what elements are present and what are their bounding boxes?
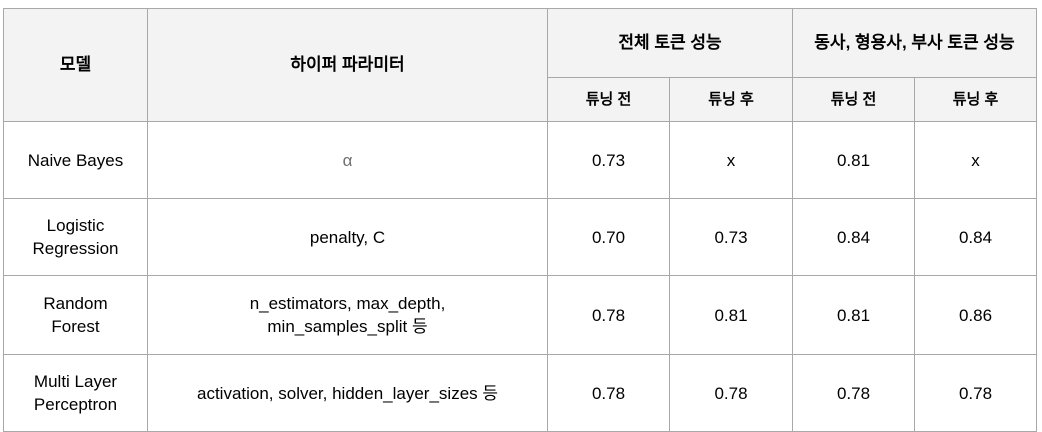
cell-pos-before: 0.81 (792, 275, 915, 355)
cell-pos-before: 0.84 (792, 198, 915, 276)
cell-hyperparams: penalty, C (147, 198, 548, 276)
cell-pos-before: 0.81 (792, 121, 915, 199)
header-row-sub: 튜닝 전 튜닝 후 튜닝 전 튜닝 후 (4, 77, 1037, 122)
header-group-pos-tokens: 동사, 형용사, 부사 토큰 성능 (792, 8, 1037, 78)
cell-all-before: 0.78 (547, 275, 670, 355)
cell-hyperparams: n_estimators, max_depth, min_samples_spl… (147, 275, 548, 355)
cell-model: Naive Bayes (3, 121, 148, 199)
cell-all-after: x (669, 121, 793, 199)
cell-pos-after: 0.86 (914, 275, 1037, 355)
cell-all-before: 0.73 (547, 121, 670, 199)
table-row: Logistic Regression penalty, C 0.70 0.73… (3, 198, 1037, 276)
cell-pos-after: x (914, 121, 1037, 199)
cell-model: Multi Layer Perceptron (3, 354, 148, 432)
header-pos-after: 튜닝 후 (914, 77, 1037, 122)
header-hyperparams: 하이퍼 파라미터 (147, 8, 548, 122)
cell-all-after: 0.73 (669, 198, 793, 276)
cell-pos-after: 0.78 (914, 354, 1037, 432)
table-row: Multi Layer Perceptron activation, solve… (3, 354, 1037, 432)
header-group-all-tokens: 전체 토큰 성능 (547, 8, 793, 78)
cell-hyperparams: activation, solver, hidden_layer_sizes 등 (147, 354, 548, 432)
cell-all-before: 0.70 (547, 198, 670, 276)
cell-model: Random Forest (3, 275, 148, 355)
cell-all-before: 0.78 (547, 354, 670, 432)
header-all-after: 튜닝 후 (669, 77, 793, 122)
cell-pos-before: 0.78 (792, 354, 915, 432)
table-row: Random Forest n_estimators, max_depth, m… (3, 275, 1037, 355)
table-row: Naive Bayes α 0.73 x 0.81 x (3, 121, 1037, 199)
header-row-top: 모델 하이퍼 파라미터 전체 토큰 성능 동사, 형용사, 부사 토큰 성능 (3, 8, 1037, 122)
header-model: 모델 (3, 8, 148, 122)
header-pos-before: 튜닝 전 (792, 77, 915, 122)
cell-all-after: 0.78 (669, 354, 793, 432)
header-all-before: 튜닝 전 (547, 77, 670, 122)
cell-model: Logistic Regression (3, 198, 148, 276)
cell-pos-after: 0.84 (914, 198, 1037, 276)
cell-all-after: 0.81 (669, 275, 793, 355)
cell-hyperparams: α (147, 121, 548, 199)
results-table: 모델 하이퍼 파라미터 전체 토큰 성능 동사, 형용사, 부사 토큰 성능 튜… (3, 8, 1037, 432)
